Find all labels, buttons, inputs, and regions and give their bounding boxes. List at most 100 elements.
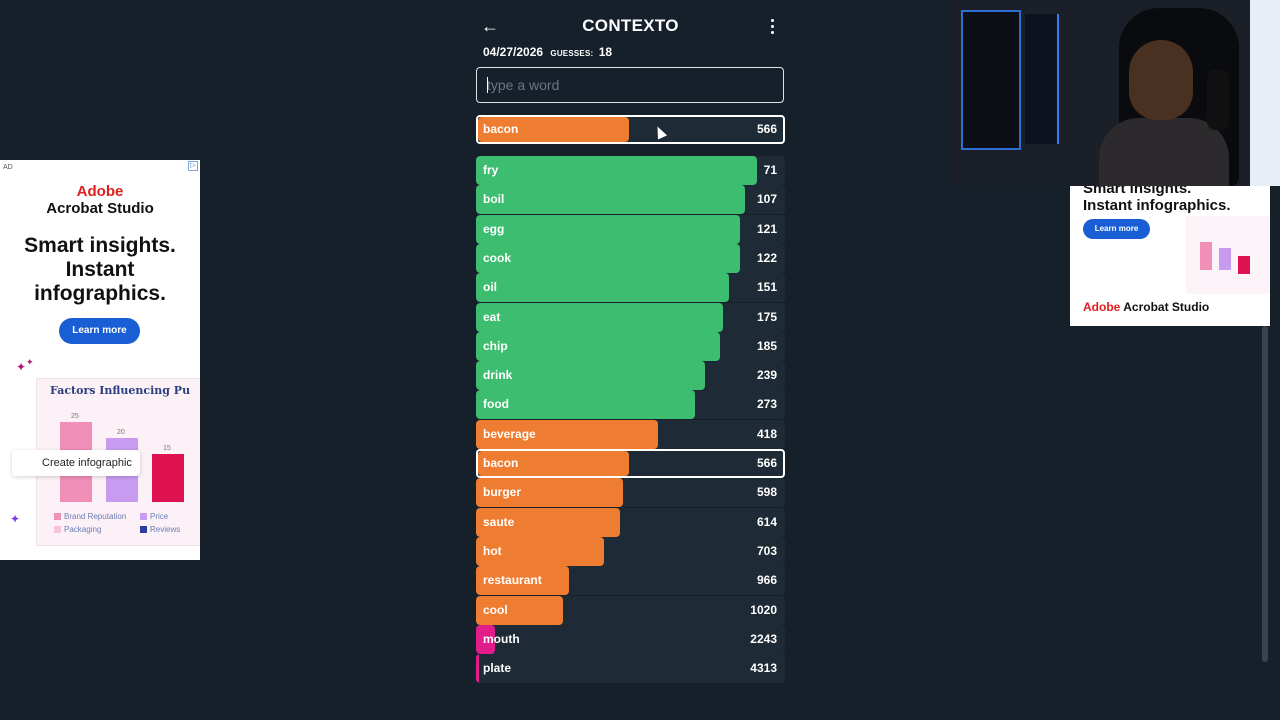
similarity-bar bbox=[476, 654, 479, 684]
contexto-game: ← CONTEXTO 04/27/2026 GUESSES: 18 bacon 5… bbox=[476, 0, 785, 720]
guess-rank: 71 bbox=[763, 163, 777, 177]
guess-word: bacon bbox=[483, 122, 519, 136]
latest-guess-row: bacon 566 bbox=[476, 115, 785, 144]
microphone-icon bbox=[1207, 70, 1229, 130]
guess-word: mouth bbox=[483, 631, 520, 646]
game-info: 04/27/2026 GUESSES: 18 bbox=[483, 45, 612, 59]
guess-rank: 175 bbox=[756, 309, 777, 324]
back-arrow-icon[interactable]: ← bbox=[481, 16, 499, 36]
similarity-bar bbox=[476, 243, 740, 273]
similarity-bar bbox=[478, 451, 629, 476]
ad-banner-left[interactable]: AD ▷ Adobe Acrobat Studio Smart insights… bbox=[0, 160, 200, 560]
bar-value-label: 25 bbox=[71, 413, 79, 420]
webcam-light bbox=[1250, 0, 1280, 186]
similarity-bar bbox=[476, 185, 745, 215]
infographic-bar bbox=[152, 454, 184, 502]
guess-rank: 2243 bbox=[750, 631, 777, 646]
scrollbar[interactable] bbox=[1262, 326, 1268, 662]
guess-row-highlighted: bacon 566 bbox=[476, 449, 785, 478]
similarity-bar bbox=[476, 595, 563, 625]
guess-rank: 614 bbox=[756, 514, 777, 529]
sparkle-icon: ✦ bbox=[26, 357, 34, 367]
guess-row: chip 185 bbox=[476, 331, 785, 361]
webcam-person-body bbox=[1099, 118, 1229, 186]
legend-item: Packaging bbox=[54, 525, 101, 534]
guess-word: cook bbox=[483, 250, 512, 265]
ad-brand-name: Adobe bbox=[76, 183, 124, 200]
guess-word: chip bbox=[483, 338, 508, 353]
guess-rank: 566 bbox=[756, 122, 777, 136]
guess-row: hot 703 bbox=[476, 536, 785, 566]
guess-word: hot bbox=[483, 543, 502, 558]
similarity-bar bbox=[476, 302, 723, 332]
guess-rank: 418 bbox=[756, 426, 777, 441]
similarity-bar bbox=[476, 507, 620, 537]
guess-word: plate bbox=[483, 661, 512, 676]
infographic-bar bbox=[1219, 248, 1231, 270]
guess-word: beverage bbox=[483, 426, 536, 441]
guess-row: fry 71 bbox=[476, 156, 785, 185]
guess-row: cool 1020 bbox=[476, 595, 785, 625]
infographic-bar bbox=[1200, 242, 1212, 270]
guess-rank: 107 bbox=[756, 192, 777, 207]
word-input[interactable] bbox=[476, 67, 784, 103]
ad-headline: Smart insights. Instant infographics. bbox=[1083, 186, 1231, 214]
similarity-bar bbox=[476, 419, 658, 449]
guess-rank: 151 bbox=[756, 280, 777, 295]
similarity-bar bbox=[476, 536, 604, 566]
guess-rank: 121 bbox=[756, 221, 777, 236]
guess-word: egg bbox=[483, 221, 505, 236]
guess-row: saute 614 bbox=[476, 507, 785, 537]
guess-word: burger bbox=[483, 485, 522, 500]
guess-rank: 566 bbox=[756, 456, 777, 470]
guesses-count: 18 bbox=[598, 45, 613, 59]
similarity-bar bbox=[476, 331, 720, 361]
text-caret bbox=[487, 77, 488, 93]
guess-word: drink bbox=[483, 368, 513, 383]
sparkle-icon: ✦ bbox=[16, 360, 27, 374]
ad-brand-name: Adobe Acrobat Studio bbox=[1083, 300, 1210, 314]
similarity-bar bbox=[476, 273, 729, 303]
guess-row: plate 4313 bbox=[476, 654, 785, 684]
guess-rank: 598 bbox=[756, 485, 777, 500]
guess-rank: 185 bbox=[756, 338, 777, 353]
create-infographic-button[interactable]: Create infographic bbox=[12, 450, 140, 476]
guess-word: bacon bbox=[483, 456, 519, 470]
ad-learn-more-button[interactable]: Learn more bbox=[59, 318, 140, 344]
guess-word: saute bbox=[483, 514, 515, 529]
similarity-bar bbox=[476, 214, 740, 244]
guess-rank: 273 bbox=[756, 397, 777, 412]
guess-rank: 1020 bbox=[750, 602, 777, 617]
guess-word: boil bbox=[483, 192, 505, 207]
similarity-bar bbox=[476, 156, 757, 185]
guess-word: restaurant bbox=[483, 573, 542, 588]
legend-item: Reviews bbox=[140, 525, 180, 534]
ad-card-title: Factors Influencing Pu bbox=[50, 384, 191, 397]
guess-word: eat bbox=[483, 309, 501, 324]
guess-word: cool bbox=[483, 602, 508, 617]
guess-row: restaurant 966 bbox=[476, 566, 785, 596]
webcam-person-head bbox=[1129, 40, 1193, 120]
guess-rank: 122 bbox=[756, 250, 777, 265]
guess-word: fry bbox=[483, 163, 499, 177]
sparkle-icon: ✦ bbox=[10, 512, 21, 526]
more-menu-icon[interactable] bbox=[765, 16, 779, 36]
bar-value-label: 20 bbox=[117, 429, 125, 436]
similarity-bar bbox=[476, 478, 623, 508]
similarity-bar bbox=[476, 624, 495, 654]
legend-item: Brand Reputation bbox=[54, 512, 126, 521]
ad-label: AD bbox=[3, 164, 13, 171]
guess-row: egg 121 bbox=[476, 214, 785, 244]
ad-learn-more-button[interactable]: Learn more bbox=[1083, 219, 1150, 239]
guess-row: mouth 2243 bbox=[476, 624, 785, 654]
ad-banner-right[interactable]: Smart insights. Instant infographics. Le… bbox=[1070, 186, 1270, 326]
guess-row: burger 598 bbox=[476, 478, 785, 508]
ad-headline: Smart insights. Instant infographics. bbox=[24, 234, 176, 305]
adchoices-icon[interactable]: ▷ bbox=[188, 161, 198, 171]
webcam-shelf bbox=[961, 10, 1021, 150]
page-title: CONTEXTO bbox=[582, 16, 679, 35]
guess-rank: 703 bbox=[756, 543, 777, 558]
guess-rank: 966 bbox=[756, 573, 777, 588]
guess-word: oil bbox=[483, 280, 497, 295]
guess-row: drink 239 bbox=[476, 361, 785, 391]
